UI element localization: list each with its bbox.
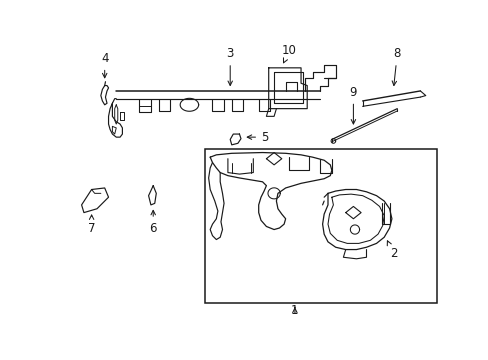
Text: 8: 8 <box>391 47 400 85</box>
Text: 9: 9 <box>349 86 356 124</box>
Text: 1: 1 <box>290 304 298 317</box>
Text: 7: 7 <box>88 215 95 235</box>
Text: 5: 5 <box>247 131 268 144</box>
Text: 2: 2 <box>386 241 396 260</box>
Text: 4: 4 <box>101 52 108 78</box>
Text: 10: 10 <box>282 44 296 63</box>
Text: 6: 6 <box>149 210 157 235</box>
Bar <box>204 149 436 303</box>
Text: 3: 3 <box>226 47 233 85</box>
